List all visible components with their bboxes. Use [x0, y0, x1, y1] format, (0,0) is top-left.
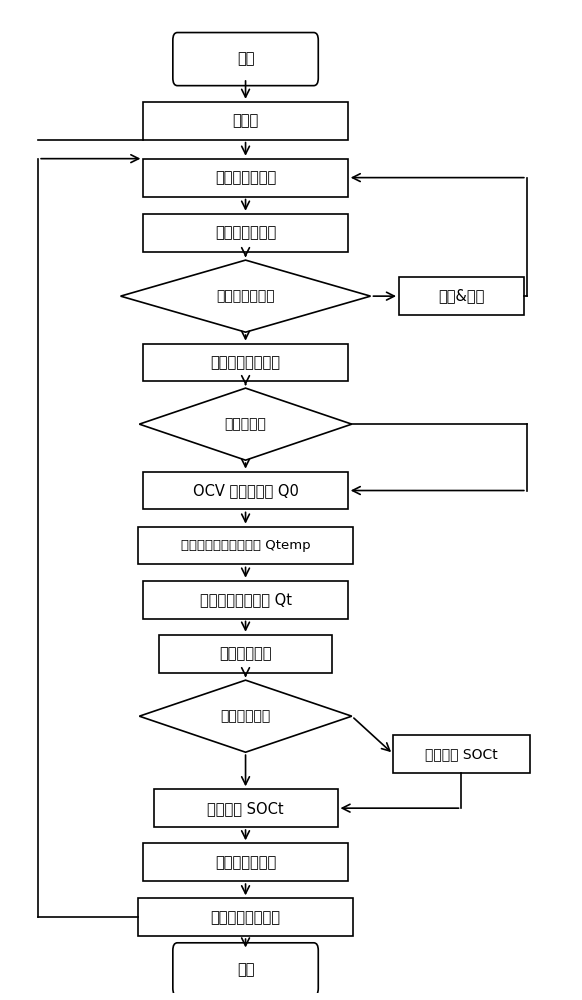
Bar: [143, 214, 348, 252]
Text: 各控制寄存器归零: 各控制寄存器归零: [211, 910, 281, 925]
Text: 采集数据并存储: 采集数据并存储: [215, 170, 276, 185]
Bar: [154, 789, 338, 827]
Polygon shape: [120, 260, 371, 332]
Text: 拐点数据读取: 拐点数据读取: [219, 646, 272, 661]
Text: 计算本周期能量值 Qt: 计算本周期能量值 Qt: [200, 592, 292, 607]
Bar: [138, 527, 353, 564]
Text: 计算本周期能量变化值 Qtemp: 计算本周期能量变化值 Qtemp: [181, 539, 310, 552]
Bar: [399, 277, 524, 315]
Text: 安时计算 SOCt: 安时计算 SOCt: [207, 801, 284, 816]
Text: 上一周期数据读取: 上一周期数据读取: [211, 355, 281, 370]
Bar: [159, 635, 332, 673]
Text: 结束: 结束: [237, 962, 254, 977]
Bar: [138, 898, 353, 936]
FancyBboxPatch shape: [173, 943, 318, 996]
Bar: [143, 581, 348, 619]
Polygon shape: [139, 680, 352, 752]
Text: 处于平台期？: 处于平台期？: [221, 709, 271, 723]
Text: OCV 判断，获得 Q0: OCV 判断，获得 Q0: [193, 483, 299, 498]
Text: 开始: 开始: [237, 52, 254, 67]
Text: 报警&显示: 报警&显示: [438, 289, 485, 304]
Text: 初始化: 初始化: [232, 113, 258, 128]
Bar: [143, 472, 348, 509]
FancyBboxPatch shape: [173, 33, 318, 86]
Text: 系统自检正常？: 系统自检正常？: [217, 289, 275, 303]
Bar: [143, 102, 348, 140]
Text: 初次开机？: 初次开机？: [225, 417, 267, 431]
Bar: [393, 735, 530, 773]
Bar: [143, 159, 348, 197]
Polygon shape: [139, 388, 352, 460]
Text: 插值计算 SOCt: 插值计算 SOCt: [425, 747, 498, 761]
Bar: [143, 344, 348, 381]
Text: 最值、滤波处理: 最值、滤波处理: [215, 225, 276, 240]
Bar: [143, 843, 348, 881]
Text: 温度、老化校正: 温度、老化校正: [215, 855, 276, 870]
